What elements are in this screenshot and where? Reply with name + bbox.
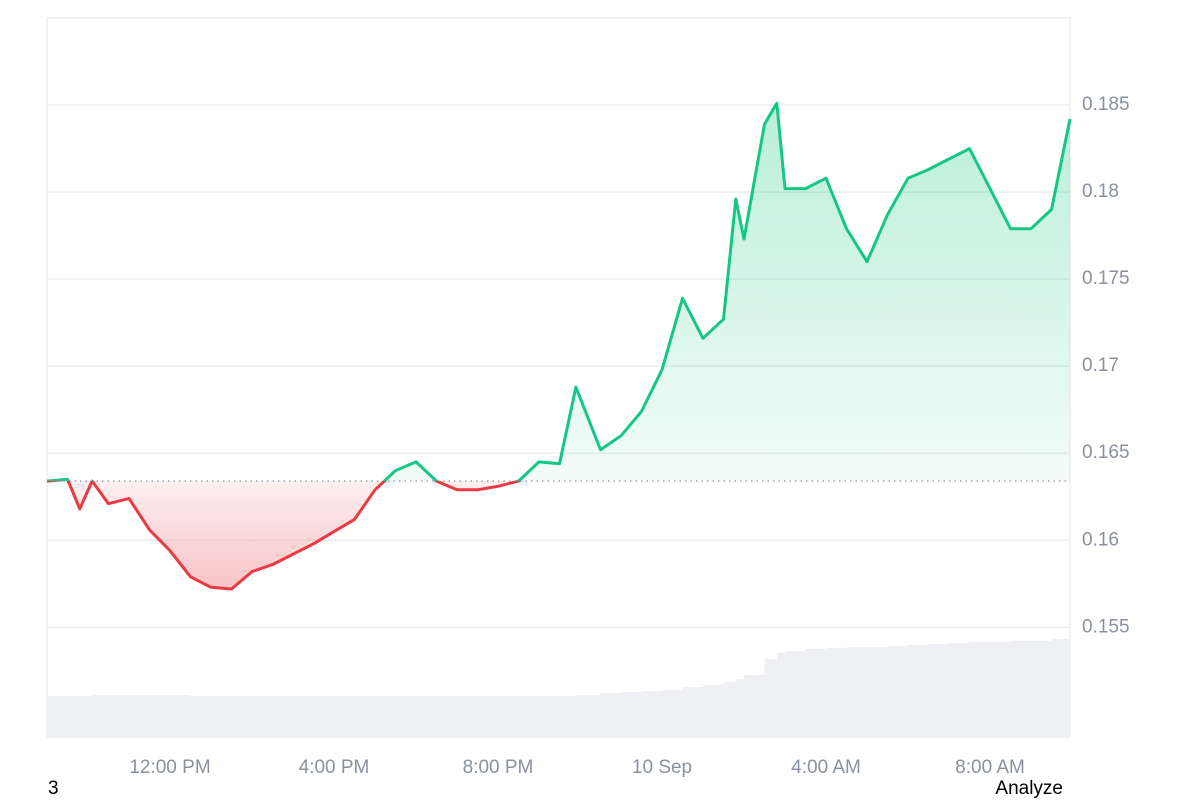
volume-bar — [867, 647, 888, 737]
volume-bar — [662, 690, 683, 737]
x-tick-label: 8:00 PM — [463, 757, 534, 778]
footer-right[interactable]: Analyze — [995, 778, 1063, 799]
volume-bar — [1051, 639, 1070, 737]
y-tick-label: 0.18 — [1082, 181, 1119, 202]
volume-bar — [735, 679, 745, 737]
volume-bar — [436, 696, 458, 737]
volume-bar — [457, 696, 478, 737]
volume-bar — [764, 659, 777, 737]
volume-bar — [641, 691, 663, 737]
x-tick-label: 12:00 PM — [129, 757, 210, 778]
volume-bar — [990, 642, 1011, 737]
volume-bar — [559, 696, 576, 737]
volume-bar — [252, 696, 273, 737]
y-tick-label: 0.17 — [1082, 355, 1119, 376]
volume-bar — [785, 651, 806, 737]
volume-bar — [846, 647, 868, 737]
volume-bar — [518, 696, 540, 737]
x-tick-label: 8:00 AM — [955, 757, 1025, 778]
volume-bar — [723, 682, 736, 737]
volume-bar — [149, 695, 171, 737]
volume-bar — [92, 695, 109, 737]
y-tick-label: 0.175 — [1082, 268, 1130, 289]
volume-bar — [375, 696, 396, 737]
volume-bar — [575, 695, 601, 737]
volume-bar — [682, 687, 704, 737]
volume-bar — [908, 645, 929, 737]
volume-bar — [67, 696, 80, 737]
x-tick-label: 4:00 AM — [791, 757, 861, 778]
volume-bar — [1010, 641, 1032, 737]
volume-bar — [826, 648, 847, 737]
marks-layer — [46, 101, 1072, 591]
volume-bar — [477, 696, 499, 737]
volume-bar — [313, 696, 335, 737]
volume-bar — [805, 649, 827, 737]
volume-layer — [47, 637, 1071, 737]
volume-bar — [272, 696, 294, 737]
volume-bar — [211, 696, 232, 737]
volume-bar — [47, 696, 68, 737]
volume-bar — [170, 695, 191, 737]
volume-bar — [129, 695, 150, 737]
volume-bar — [621, 692, 642, 737]
volume-bar — [190, 696, 212, 737]
volume-bar — [703, 685, 724, 737]
volume-bar — [949, 643, 970, 737]
y-tick-label: 0.165 — [1082, 442, 1130, 463]
volume-bar — [334, 696, 355, 737]
volume-bar — [1070, 637, 1071, 737]
volume-bar — [354, 696, 376, 737]
x-tick-label: 10 Sep — [632, 757, 692, 778]
volume-bar — [395, 696, 417, 737]
volume-bar — [776, 653, 786, 737]
y-tick-label: 0.16 — [1082, 529, 1119, 550]
volume-bar — [969, 642, 991, 737]
volume-bar — [600, 693, 622, 737]
volume-bar — [231, 696, 253, 737]
y-tick-label: 0.185 — [1082, 94, 1130, 115]
volume-bar — [108, 695, 130, 737]
volume-bar — [1031, 641, 1052, 737]
price-line — [46, 101, 1072, 591]
volume-bar — [744, 675, 765, 737]
price-area — [47, 103, 1070, 590]
volume-bar — [79, 696, 93, 737]
volume-bar — [928, 644, 950, 737]
volume-bar — [887, 646, 909, 737]
footer-left: 3 — [48, 778, 59, 799]
x-tick-label: 4:00 PM — [299, 757, 370, 778]
volume-bar — [293, 696, 314, 737]
y-tick-label: 0.155 — [1082, 616, 1130, 637]
volume-bar — [498, 696, 519, 737]
volume-bar — [539, 696, 560, 737]
volume-bar — [416, 696, 437, 737]
